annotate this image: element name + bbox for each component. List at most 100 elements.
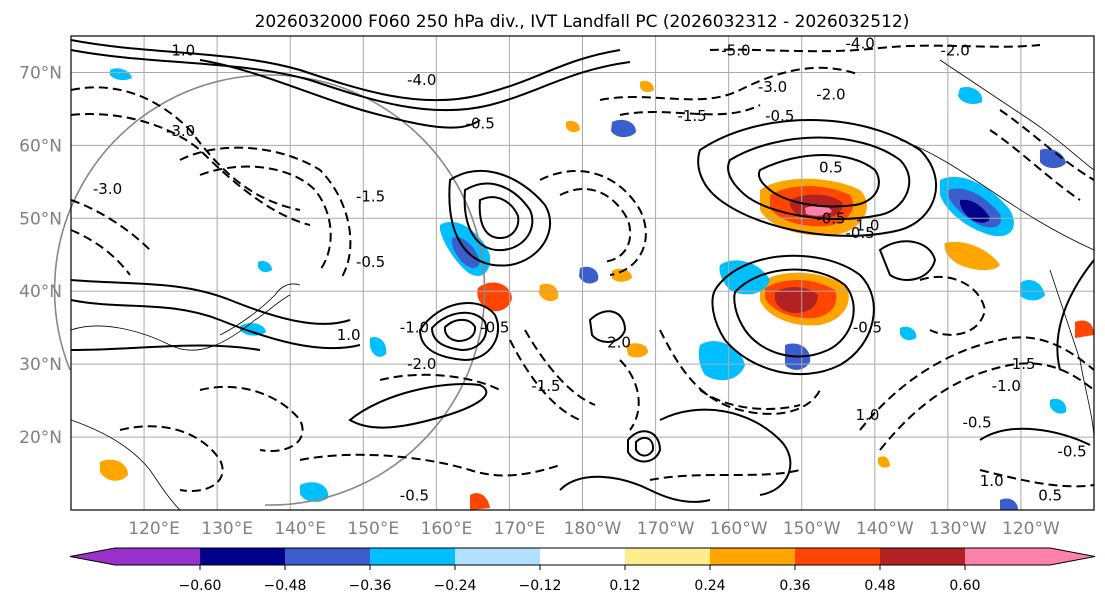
shade-patch <box>611 119 636 138</box>
solid-contours <box>70 39 1095 503</box>
contour-label: -4.0 <box>846 34 875 52</box>
contour-line <box>70 39 621 102</box>
shade-patch <box>612 268 632 282</box>
contour-label: -1.5 <box>356 187 385 205</box>
divergence-shading <box>100 68 1094 510</box>
contour-line <box>70 229 131 276</box>
colorbar-tick-label: −0.60 <box>179 578 222 594</box>
colorbar-extend-high <box>965 548 1095 565</box>
colorbar-tick-label: 0.24 <box>694 578 725 594</box>
contour-line <box>757 154 880 208</box>
lat-tick-label: 60°N <box>19 136 62 156</box>
colorbar: −0.60 −0.48 −0.36 −0.24 −0.12 0.12 0.24 0.36 0.4… <box>69 547 1096 594</box>
contour-line <box>619 104 761 116</box>
contour-line <box>199 165 332 271</box>
contour-labels: -1.0 -4.0 -5.0 -4.0 -2.0 -3.0 -3.0 -0.5 -1.5 -0.5… <box>93 34 1087 504</box>
coastline <box>70 419 181 511</box>
contour-line <box>879 362 1095 451</box>
contour-line <box>619 359 640 431</box>
contour-label: -2.0 <box>816 85 845 103</box>
colorbar-tick-label: −0.36 <box>349 578 392 594</box>
contour-line <box>478 196 520 240</box>
shade-patch <box>470 493 490 510</box>
contour-label: -2.0 <box>407 355 436 373</box>
contour-label: -0.5 <box>466 115 495 133</box>
colorbar-segment <box>795 548 881 565</box>
contour-line <box>524 329 596 406</box>
contour-line <box>979 469 1095 488</box>
shade-patch <box>878 456 890 468</box>
contour-label: -0.5 <box>400 486 429 504</box>
shade-patch <box>944 241 1000 271</box>
contour-line <box>70 299 361 350</box>
reference-circle <box>53 74 486 506</box>
colorbar-tick-label: 0.48 <box>864 578 895 594</box>
contour-label: -1.0 <box>992 377 1021 395</box>
shade-patch <box>477 282 512 312</box>
colorbar-segment <box>455 548 541 565</box>
contour-label: 1.0 <box>980 472 1004 490</box>
contour-label: -1.0 <box>166 42 195 60</box>
colorbar-tick-label: 0.36 <box>779 578 810 594</box>
contour-label: -1.0 <box>400 319 429 337</box>
contour-line <box>179 146 352 281</box>
contour-line <box>559 475 711 503</box>
colorbar-extend-low <box>70 548 200 565</box>
contour-line <box>539 170 647 276</box>
colorbar-segment <box>370 548 456 565</box>
contour-line <box>989 129 1081 201</box>
contour-line <box>727 136 911 220</box>
lon-tick-label: 150°E <box>347 519 399 539</box>
contour-label: 1.0 <box>856 217 880 235</box>
contour-line <box>588 310 627 343</box>
shade-patch <box>1000 498 1018 510</box>
contour-line <box>659 408 792 496</box>
contour-label: -0.5 <box>962 413 991 431</box>
shade-patch <box>579 266 599 284</box>
contour-line <box>599 66 861 101</box>
lon-tick-label: 170°E <box>494 519 546 539</box>
map-plot-area: -1.0 -4.0 -5.0 -4.0 -2.0 -3.0 -3.0 -0.5 -1.5 -0.5… <box>53 34 1095 511</box>
contour-line <box>443 318 477 343</box>
shade-patch <box>100 459 128 481</box>
contour-line <box>70 49 631 112</box>
lon-tick-label: 140°W <box>856 519 914 539</box>
shade-patch <box>1050 398 1067 414</box>
contour-line <box>659 329 821 415</box>
plot-frame <box>70 35 1095 511</box>
contour-line <box>859 336 1095 431</box>
colorbar-segment <box>880 548 966 565</box>
contour-line <box>709 44 1041 53</box>
contour-label: -0.5 <box>356 253 385 271</box>
shade-patch <box>775 286 818 313</box>
contour-line <box>70 279 351 325</box>
shade-patch <box>1075 320 1094 338</box>
coastline <box>1049 269 1095 441</box>
contour-label: -0.5 <box>1057 443 1086 461</box>
shade-patch <box>626 343 648 358</box>
shade-patch <box>1020 280 1045 301</box>
contour-line <box>733 268 855 358</box>
contour-label: -4.0 <box>407 71 436 89</box>
contour-line <box>448 170 551 267</box>
contour-line <box>199 385 304 452</box>
colorbar-segment <box>625 548 711 565</box>
shade-patch <box>698 341 745 381</box>
chart-title: 2026032000 F060 250 hPa div., IVT Landfa… <box>255 12 910 32</box>
shade-patch <box>258 260 272 273</box>
shade-patch <box>451 237 480 268</box>
contour-line <box>119 425 224 492</box>
colorbar-segment <box>285 548 371 565</box>
contour-line <box>299 453 561 477</box>
contour-line <box>999 109 1095 181</box>
colorbar-tick-label: −0.24 <box>434 578 477 594</box>
contour-line <box>463 182 534 252</box>
colorbar-tick-label: 0.12 <box>609 578 640 594</box>
contour-line <box>559 188 632 263</box>
contour-line <box>70 113 311 226</box>
coastline <box>70 294 291 351</box>
contour-line <box>379 373 501 391</box>
contour-label: -3.0 <box>93 180 122 198</box>
contour-line <box>878 240 937 281</box>
contour-line <box>199 59 481 129</box>
